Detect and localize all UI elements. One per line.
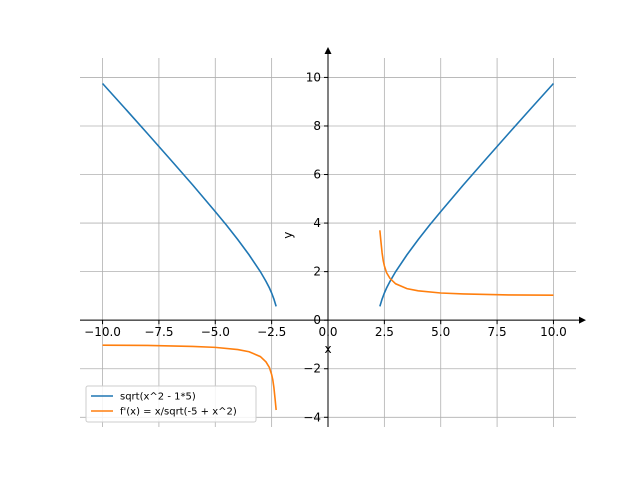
x-tick-label: 2.5 [375,325,394,339]
axes [80,47,586,427]
series-line-1 [101,82,277,307]
x-tick-label: 7.5 [488,325,507,339]
series-line-1 [379,82,555,307]
y-tick-label: 8 [313,119,321,133]
y-tick-label: 6 [313,168,321,182]
legend: sqrt(x^2 - 1*5) f'(x) = x/sqrt(-5 + x^2) [85,385,257,423]
x-axis-arrow [579,316,586,324]
x-tick-label: 5.0 [431,325,450,339]
legend-box [85,385,257,423]
x-tick-label: −10.0 [84,325,121,339]
series-layer [101,82,555,411]
y-tick-label: 2 [313,265,321,279]
y-tick-label: 10 [306,70,321,84]
x-tick-label: −5.0 [201,325,230,339]
x-tick-label: 0.0 [318,325,337,339]
legend-label: f'(x) = x/sqrt(-5 + x^2) [120,407,237,418]
tick-labels: −10.0 −7.5 −5.0 −2.5 0.0 2.5 5.0 7.5 10.0 −4 −2 0 2 4… [84,70,567,424]
y-tick-label: −4 [303,410,321,424]
x-tick-label: 10.0 [540,325,567,339]
x-axis-label: x [324,342,331,356]
y-axis-arrow [324,47,332,54]
y-tick-label: −2 [303,362,321,376]
series-line-2 [379,230,554,296]
y-axis-label: y [281,232,295,239]
x-tick-label: −2.5 [257,325,286,339]
series-line-2 [102,344,277,411]
legend-label: sqrt(x^2 - 1*5) [120,392,196,403]
y-tick-label: 4 [313,216,321,230]
y-tick-label: 0 [313,313,321,327]
x-tick-label: −7.5 [144,325,173,339]
